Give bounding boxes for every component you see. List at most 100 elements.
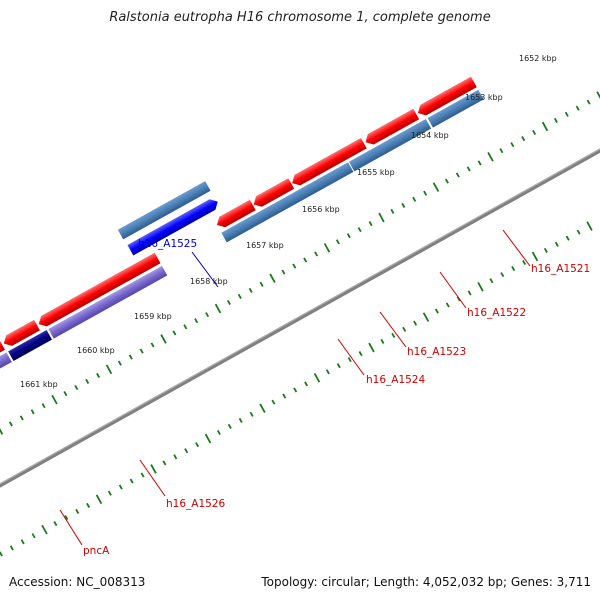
scale-tick [336, 363, 341, 369]
scale-tick [118, 484, 123, 490]
scale-tick [249, 411, 254, 417]
scale-tick [553, 117, 558, 123]
cog-bar-h16-a1522[interactable] [348, 118, 432, 172]
scale-tick [565, 235, 570, 241]
scale-tick [432, 182, 440, 192]
scale-label-1661: 1661 kbp [20, 380, 58, 389]
scale-tick [259, 281, 264, 287]
cds-arrow-h16-a1526[interactable] [36, 252, 161, 330]
leader-line-h16-a1524 [337, 338, 365, 376]
cds-arrow-h16-a1522[interactable] [289, 137, 367, 188]
scale-tick [227, 423, 232, 429]
scale-tick [216, 429, 221, 436]
scale-tick [489, 278, 494, 284]
cog-bar-h16-a1525[interactable] [117, 181, 211, 240]
scale-tick [63, 391, 68, 397]
scale-tick [293, 387, 298, 393]
topology-text: Topology: circular; Length: 4,052,032 bp… [261, 575, 591, 589]
scale-tick [150, 342, 155, 348]
cds-arrow-h16-a1525[interactable] [127, 196, 220, 256]
scale-tick [347, 357, 352, 363]
cog-bar-left-edge[interactable] [0, 352, 12, 391]
scale-tick [86, 502, 91, 508]
scale-tick [64, 514, 69, 521]
scale-tick [401, 202, 406, 208]
scale-tick [107, 490, 112, 496]
scale-tick [172, 330, 177, 336]
scale-tick [390, 208, 395, 214]
scale-tick [0, 428, 4, 435]
scale-tick [259, 403, 266, 414]
scale-label-1656: 1656 kbp [302, 205, 340, 214]
scale-tick [74, 384, 79, 391]
scale-tick [41, 403, 46, 409]
accession-text: Accession: NC_008313 [9, 575, 146, 589]
scale-ticks-inner [0, 221, 593, 557]
scale-label-1658: 1658 kbp [190, 277, 228, 286]
cds-arrow-pnca[interactable] [1, 319, 40, 349]
cds-arrow-h16-a1524[interactable] [214, 199, 256, 230]
scale-tick [51, 394, 58, 405]
gene-label-h16-a1523[interactable]: h16_A1523 [407, 346, 466, 358]
cds-arrow-h16-a1521[interactable] [415, 76, 477, 119]
scale-tick [117, 360, 122, 366]
scale-tick [434, 308, 439, 314]
scale-tick [237, 293, 242, 299]
scale-tick [586, 99, 591, 105]
scale-tick [511, 266, 516, 272]
scale-tick [41, 524, 48, 535]
gene-label-h16-a1524[interactable]: h16_A1524 [366, 374, 425, 386]
scale-tick [85, 378, 90, 384]
scale-tick [313, 373, 321, 383]
scale-tick [128, 354, 133, 360]
gene-label-h16-a1521[interactable]: h16_A1521 [531, 263, 590, 275]
cog-bar-pnca[interactable] [8, 330, 52, 362]
leader-line-pnca [59, 509, 83, 546]
scale-tick [391, 332, 396, 338]
scale-tick [271, 399, 276, 405]
scale-tick [96, 372, 101, 378]
scale-tick [378, 212, 385, 223]
scale-tick [402, 326, 407, 332]
scale-label-1659: 1659 kbp [134, 312, 172, 321]
scale-tick [8, 421, 13, 427]
scale-tick [150, 464, 157, 474]
backbone-stroke [0, 148, 600, 488]
scale-tick [195, 442, 200, 448]
cds-arrow-h16-a1523[interactable] [251, 178, 295, 209]
scale-tick [455, 172, 460, 178]
scale-tick [238, 417, 243, 423]
scale-tick [500, 272, 505, 278]
scale-tick [183, 324, 188, 330]
scale-tick [380, 338, 385, 344]
scale-tick [248, 287, 253, 293]
scale-tick [368, 221, 373, 227]
scale-label-1652: 1652 kbp [519, 54, 557, 63]
scale-tick [292, 263, 297, 269]
gene-label-h16-a1526[interactable]: h16_A1526 [166, 498, 225, 510]
scale-label-1653: 1653 kbp [465, 93, 503, 102]
scale-tick [477, 281, 484, 292]
scale-tick [205, 312, 210, 318]
scale-tick [586, 221, 593, 231]
scale-tick [521, 136, 526, 142]
scale-tick [140, 472, 145, 478]
scale-tick [184, 448, 189, 454]
scale-tick [173, 454, 178, 460]
scale-tick [282, 393, 287, 399]
scale-tick [129, 478, 134, 484]
gene-label-h16-a1522[interactable]: h16_A1522 [467, 307, 526, 319]
scale-tick [31, 533, 36, 539]
gene-label-pnca[interactable]: pncA [83, 545, 110, 557]
cds-arrow-h16-a1521b[interactable] [363, 108, 420, 148]
leader-line-h16-a1526 [139, 459, 166, 497]
cog-bar-h16-a1524[interactable] [221, 162, 354, 243]
gene-label-h16-a1525[interactable]: h16_A1525 [138, 238, 197, 250]
cog-bar-h16-a1521[interactable] [427, 89, 484, 128]
cog-bar-h16-a1526[interactable] [48, 265, 168, 339]
scale-tick [53, 521, 58, 527]
scale-tick [323, 243, 331, 253]
scale-tick [564, 111, 569, 117]
scale-tick [314, 251, 319, 257]
